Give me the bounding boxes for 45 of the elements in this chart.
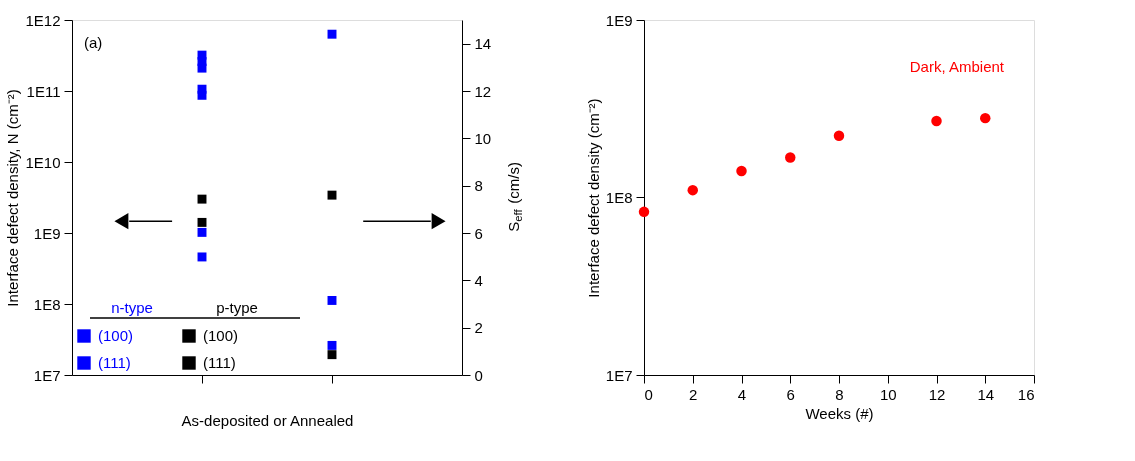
y2-tick-label: 10	[474, 129, 492, 147]
y-tick-label: 1E9	[605, 11, 633, 29]
x-tick-label: 6	[786, 385, 795, 403]
y2-tick-label: 8	[474, 177, 483, 195]
point	[638, 206, 650, 218]
y-tick-label: 1E10	[25, 153, 61, 171]
x-axis-title: Weeks (#)	[805, 404, 874, 422]
x-tick-label: 16	[1017, 385, 1035, 403]
y-axis-title: Interface defect density (cm⁻²)	[584, 98, 602, 298]
y-tick-label: 1E11	[26, 82, 61, 100]
x-tick-label: 2	[689, 385, 698, 403]
y2-tick-label: 0	[474, 366, 483, 384]
y-axis-title: Interface defect density, N (cm⁻²)	[4, 89, 22, 307]
legend-label: (100)	[203, 327, 239, 344]
x-tick-label: 10	[879, 385, 897, 403]
y2-tick-label: 2	[474, 319, 483, 337]
legend-label: (111)	[98, 354, 131, 371]
x-tick-label: 4	[737, 385, 747, 403]
y-tick-label: 1E12	[25, 11, 61, 29]
y2-tick-label: 4	[474, 271, 483, 289]
y-tick-label: 1E7	[33, 366, 61, 384]
legend-label: (100)	[98, 327, 134, 344]
y2-tick-label: 14	[474, 35, 492, 53]
point	[931, 115, 942, 127]
y-tick-label: 1E7	[605, 366, 633, 384]
y2-tick-label: 6	[474, 224, 483, 242]
point	[833, 130, 845, 141]
point	[736, 165, 747, 177]
annotation: n-type	[111, 299, 153, 316]
x-tick-label: 8	[835, 385, 844, 403]
point	[980, 112, 991, 124]
annotation: Dark, Ambient	[909, 58, 1005, 75]
x-tick-label: 12	[928, 385, 946, 403]
legend-label: (111)	[203, 354, 236, 371]
x-tick-label: 0	[644, 385, 653, 403]
x-axis-title: As-deposited or Annealed	[181, 412, 354, 429]
y-tick-label: 1E8	[605, 189, 633, 206]
point	[687, 184, 698, 196]
annotation: p-type	[216, 299, 258, 316]
x-tick-label: 14	[977, 385, 995, 403]
annotation: (a)	[84, 34, 103, 51]
point	[785, 152, 796, 163]
y-tick-label: 1E9	[33, 224, 61, 242]
y-tick-label: 1E8	[33, 295, 61, 313]
y2-tick-label: 12	[474, 82, 492, 100]
